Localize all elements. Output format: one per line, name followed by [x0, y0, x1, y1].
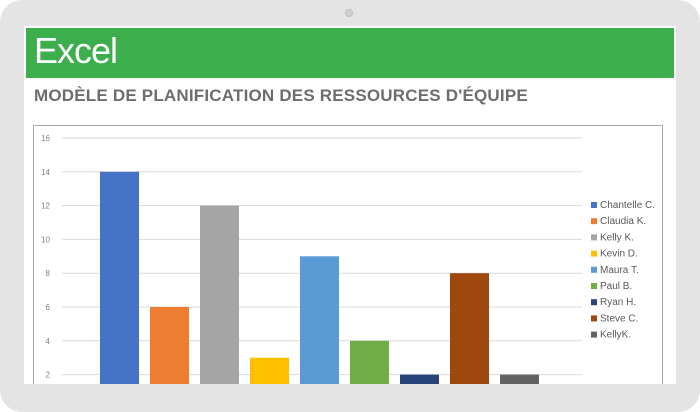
legend-swatch — [591, 299, 597, 306]
chart-area: 2 4 6 8 10 12 14 16 Chantelle C. Claudia K. Kelly … — [33, 125, 663, 384]
legend-label: Steve C. — [600, 313, 638, 324]
legend-swatch — [591, 234, 597, 241]
y-tick-label: 12 — [41, 202, 50, 211]
legend-label: Claudia K. — [600, 216, 646, 227]
bar-5 — [300, 256, 339, 384]
legend-swatch — [591, 283, 597, 289]
bar-3 — [200, 205, 239, 384]
bar-chart: 2 4 6 8 10 12 14 16 Chantelle C. Claudia K. Kelly … — [41, 134, 655, 384]
camera-dot — [345, 9, 353, 17]
legend-swatch — [591, 218, 597, 225]
legend-label: Ryan H. — [600, 297, 636, 308]
legend-label: Maura T. — [600, 265, 639, 276]
legend-label: Kelly K. — [600, 232, 634, 243]
y-tick-label: 10 — [41, 235, 50, 244]
excel-logo-text: Excel — [34, 30, 118, 71]
page-title: MODÈLE DE PLANIFICATION DES RESSOURCES D… — [34, 86, 528, 105]
legend-swatch — [591, 331, 597, 338]
y-tick-label: 16 — [41, 134, 50, 143]
bar-8 — [450, 273, 489, 384]
legend-swatch — [591, 315, 597, 322]
legend-swatch — [591, 266, 597, 273]
y-tick-label: 6 — [46, 303, 51, 312]
bar-1 — [100, 171, 139, 384]
bar-9 — [500, 374, 539, 384]
y-tick-label: 2 — [46, 371, 51, 380]
y-tick-label: 8 — [46, 269, 51, 278]
bar-6 — [350, 340, 389, 384]
bar-4 — [250, 357, 289, 384]
excel-banner: Excel — [26, 28, 674, 78]
legend-label: KellyK. — [600, 330, 631, 341]
y-tick-label: 4 — [46, 337, 51, 346]
legend-label: Paul B. — [600, 281, 632, 292]
legend-label: Kevin D. — [600, 249, 638, 260]
legend-swatch — [591, 250, 597, 257]
y-tick-label: 14 — [41, 168, 50, 177]
bar-7 — [400, 374, 439, 384]
legend-swatch — [591, 202, 597, 208]
bar-2 — [150, 307, 189, 384]
screen: Excel MODÈLE DE PLANIFICATION DES RESSOU… — [24, 26, 676, 384]
legend-label: Chantelle C. — [600, 200, 655, 211]
